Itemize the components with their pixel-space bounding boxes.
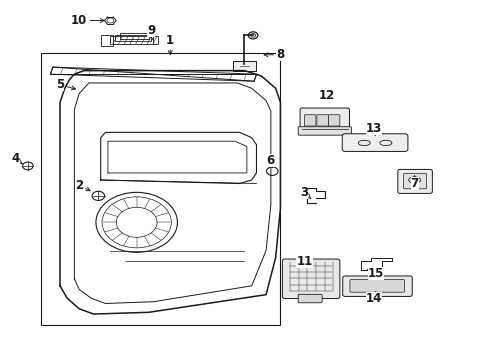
Bar — [110, 36, 153, 44]
FancyBboxPatch shape — [342, 276, 411, 296]
Text: 15: 15 — [367, 267, 384, 280]
Text: 14: 14 — [365, 292, 381, 305]
FancyBboxPatch shape — [403, 173, 426, 189]
Text: 6: 6 — [266, 154, 274, 167]
Bar — [41, 53, 280, 325]
Text: 1: 1 — [166, 34, 174, 54]
Text: 3: 3 — [300, 186, 310, 199]
Ellipse shape — [408, 177, 420, 183]
Text: 8: 8 — [264, 48, 284, 61]
FancyBboxPatch shape — [349, 279, 404, 292]
Text: 9: 9 — [146, 23, 155, 40]
Text: 10: 10 — [71, 14, 104, 27]
FancyBboxPatch shape — [397, 170, 431, 193]
FancyBboxPatch shape — [298, 127, 351, 135]
FancyBboxPatch shape — [282, 259, 339, 298]
Text: 2: 2 — [75, 179, 90, 192]
FancyBboxPatch shape — [328, 115, 339, 126]
FancyBboxPatch shape — [342, 134, 407, 152]
FancyBboxPatch shape — [300, 108, 349, 130]
Bar — [120, 33, 148, 39]
Text: 4: 4 — [11, 152, 22, 165]
Text: 7: 7 — [410, 176, 418, 190]
Bar — [101, 35, 112, 46]
Text: 11: 11 — [296, 255, 312, 268]
FancyBboxPatch shape — [304, 115, 315, 126]
Text: 13: 13 — [365, 122, 381, 135]
Text: 5: 5 — [56, 78, 75, 91]
Bar — [115, 35, 151, 41]
Text: 12: 12 — [318, 89, 334, 102]
FancyBboxPatch shape — [232, 61, 256, 71]
FancyBboxPatch shape — [316, 115, 328, 126]
FancyBboxPatch shape — [298, 294, 322, 303]
